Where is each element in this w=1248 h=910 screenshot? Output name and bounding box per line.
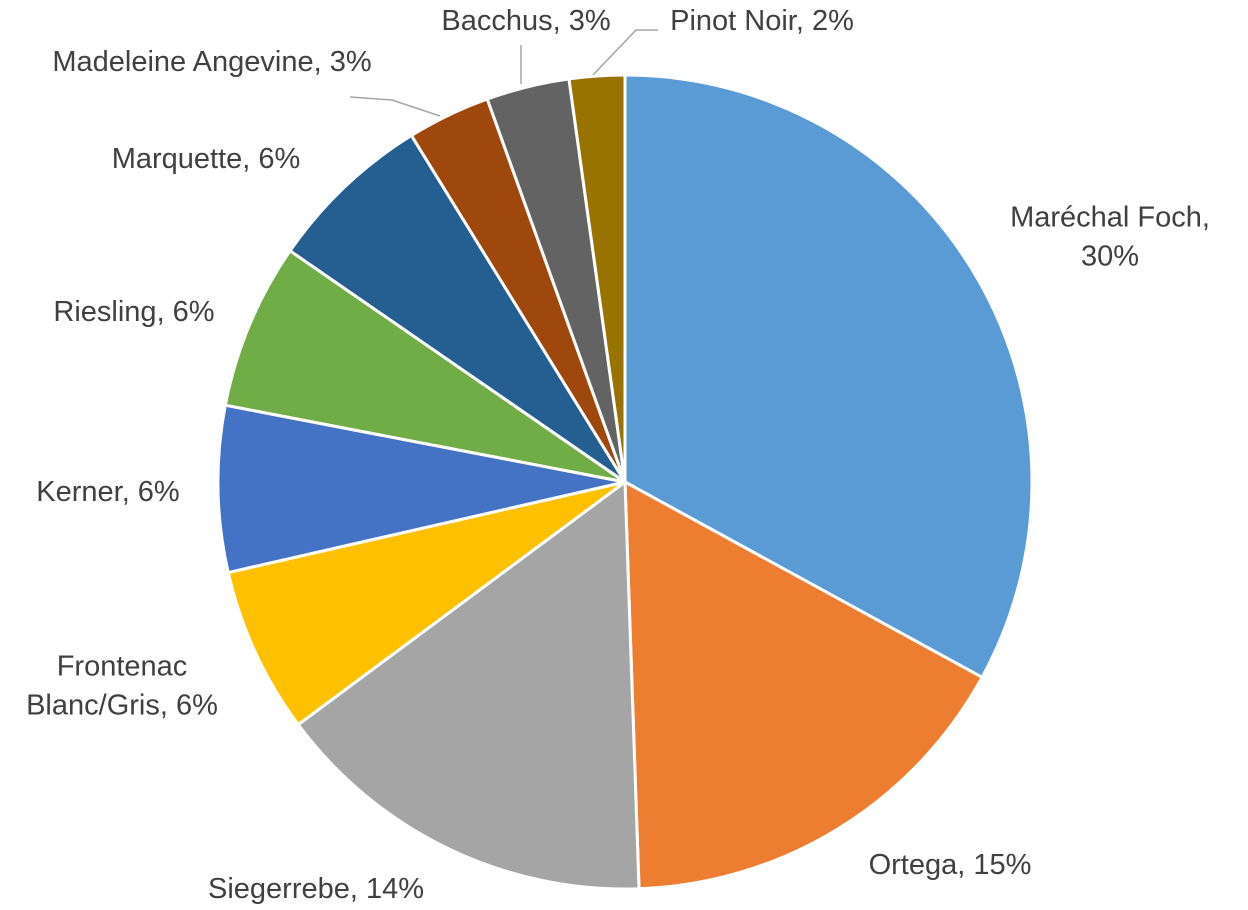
- data-label: Ortega, 15%: [869, 849, 1032, 881]
- data-label: Riesling, 6%: [53, 296, 214, 328]
- data-label: Bacchus, 3%: [441, 5, 610, 37]
- data-label: Madeleine Angevine, 3%: [52, 46, 371, 78]
- data-label: Frontenac Blanc/Gris, 6%: [26, 650, 218, 721]
- data-label: Maréchal Foch, 30%: [1010, 201, 1210, 272]
- pie-slice: [623, 73, 1034, 680]
- leader-line: [349, 96, 441, 117]
- data-label: Marquette, 6%: [112, 143, 301, 175]
- pie-slice: [567, 73, 627, 483]
- pie-slice: [226, 480, 626, 727]
- data-label: Kerner, 6%: [36, 476, 179, 508]
- leader-line: [591, 29, 658, 77]
- pie-slice: [223, 248, 626, 484]
- data-label: Siegerrebe, 14%: [208, 873, 424, 905]
- pie-slice: [287, 133, 627, 484]
- pie-slice: [216, 403, 626, 575]
- data-label: Pinot Noir, 2%: [670, 5, 854, 37]
- leader-lines: [349, 29, 658, 117]
- pie-slice: [623, 479, 985, 891]
- pie-slice: [296, 479, 641, 891]
